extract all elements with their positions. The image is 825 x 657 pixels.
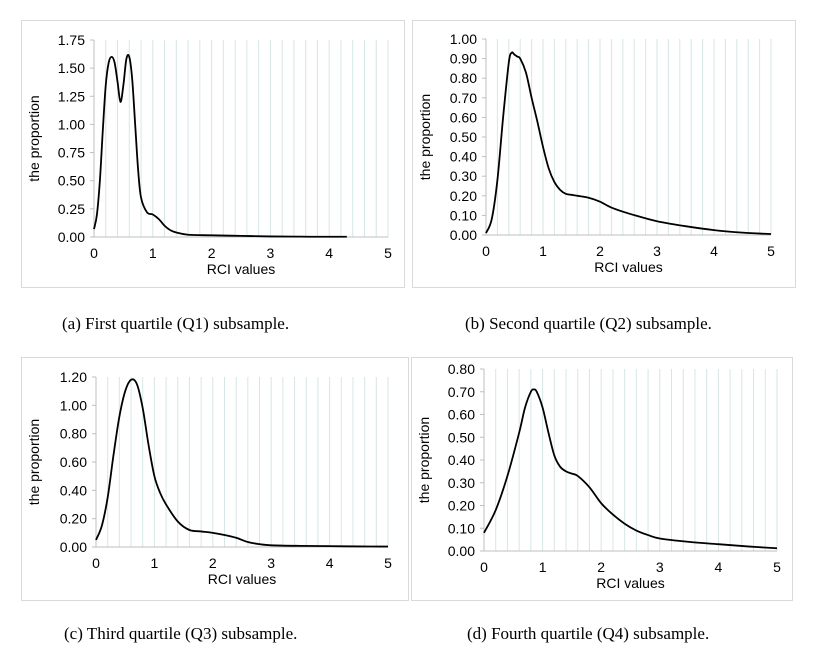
- y-tick-label: 1.75: [58, 32, 85, 48]
- chart-panel-q3: 0.00 0.20 0.40 0.60 0.80 1.00 1.20 0 1 2 3 4 5 RCI va…: [21, 357, 409, 625]
- x-tick-label: 5: [384, 245, 392, 261]
- y-tick-label: 0.75: [58, 145, 85, 161]
- chart-frame: [411, 357, 793, 601]
- series-line: [485, 51, 772, 235]
- y-tick-label: 0.00: [450, 227, 477, 243]
- x-tick-label: 2: [208, 245, 216, 261]
- x-axis-title: RCI values: [207, 261, 275, 277]
- y-tick-label: 0.20: [60, 511, 87, 527]
- x-tick-label: 1: [539, 559, 547, 575]
- x-tick-label: 4: [710, 243, 718, 259]
- y-tick-label: 0.90: [450, 51, 477, 67]
- x-tick-label: 1: [149, 245, 157, 261]
- y-tick-label: 1.50: [58, 60, 85, 76]
- chart-q4: 0.00 0.10 0.20 0.30 0.40 0.50 0.60 0.70 0.80 0 1 2 3…: [416, 361, 781, 591]
- y-tick-label: 0.00: [60, 539, 87, 555]
- y-tick-label: 1.25: [58, 88, 85, 104]
- caption-q3: (c) Third quartile (Q3) subsample.: [64, 624, 298, 643]
- y-axis-title: the proportion: [416, 417, 432, 503]
- x-tick-label: 4: [325, 245, 333, 261]
- gridlines: [496, 39, 772, 235]
- y-tick-label: 0.40: [448, 452, 475, 468]
- y-tick-label: 0.00: [58, 229, 85, 245]
- caption-q2: (b) Second quartile (Q2) subsample.: [465, 314, 712, 333]
- y-tick-label: 1.00: [58, 116, 85, 132]
- x-tick-label: 5: [384, 555, 392, 571]
- chart-frame: [21, 357, 409, 601]
- x-tick-label: 5: [773, 559, 781, 575]
- y-tick-label: 0.30: [450, 168, 477, 184]
- y-tick-label: 0.30: [448, 475, 475, 491]
- y-tick-label: 0.10: [448, 520, 475, 536]
- chart-q2: 0.00 0.10 0.20 0.30 0.40 0.50 0.60 0.70 0.80 0.90…: [417, 31, 775, 275]
- gridlines: [495, 369, 778, 551]
- y-tick-label: 0.20: [450, 188, 477, 204]
- y-tick-label: 1.00: [60, 397, 87, 413]
- gridlines: [105, 40, 389, 237]
- y-tick-label: 0.70: [448, 384, 475, 400]
- y-tick-label: 0.80: [450, 70, 477, 86]
- y-tick-label: 0.10: [450, 207, 477, 223]
- x-tick-label: 2: [596, 243, 604, 259]
- x-tick-label: 3: [656, 559, 664, 575]
- y-tick-label: 0.70: [450, 90, 477, 106]
- y-tick-label: 0.40: [60, 482, 87, 498]
- y-tick-label: 0.60: [60, 454, 87, 470]
- caption-q1: (a) First quartile (Q1) subsample.: [62, 314, 290, 333]
- x-tick-label: 2: [209, 555, 217, 571]
- x-tick-label: 4: [326, 555, 334, 571]
- y-tick-label: 1.20: [60, 369, 87, 385]
- y-tick-label: 0.50: [448, 429, 475, 445]
- x-tick-label: 3: [653, 243, 661, 259]
- chart-q1: 0.00 0.25 0.50 0.75 1.00 1.25 1.50 1.75 0 1 2 3 4 5 RC…: [26, 32, 392, 277]
- x-tick-label: 3: [267, 555, 275, 571]
- x-axis-title: RCI values: [208, 571, 276, 587]
- series-line: [93, 53, 347, 238]
- y-tick-label: 0.60: [448, 407, 475, 423]
- x-tick-label: 1: [539, 243, 547, 259]
- y-tick-label: 0.80: [448, 361, 475, 377]
- y-tick-label: 0.80: [60, 426, 87, 442]
- y-axis-title: the proportion: [26, 95, 42, 181]
- chart-frame: [21, 20, 405, 288]
- y-tick-label: 0.00: [448, 543, 475, 559]
- series-line: [483, 388, 778, 550]
- x-axis-title: RCI values: [596, 575, 664, 591]
- series-line: [95, 378, 389, 548]
- chart-panel-q1: 0.00 0.25 0.50 0.75 1.00 1.25 1.50 1.75 0 1 2 3 4 5 RC…: [21, 20, 405, 288]
- y-tick-label: 0.50: [450, 129, 477, 145]
- y-tick-label: 0.20: [448, 498, 475, 514]
- chart-panel-q4: 0.00 0.10 0.20 0.30 0.40 0.50 0.60 0.70 0.80 0 1 2 3…: [411, 357, 793, 625]
- chart-panel-q2: 0.00 0.10 0.20 0.30 0.40 0.50 0.60 0.70 0.80 0.90…: [412, 20, 796, 288]
- y-tick-label: 0.25: [58, 201, 85, 217]
- y-tick-label: 0.40: [450, 149, 477, 165]
- gridlines: [107, 377, 389, 547]
- caption-q4: (d) Fourth quartile (Q4) subsample.: [467, 624, 710, 643]
- chart-q3: 0.00 0.20 0.40 0.60 0.80 1.00 1.20 0 1 2 3 4 5 RCI va…: [26, 369, 392, 587]
- y-axis-title: the proportion: [26, 419, 42, 505]
- x-tick-label: 3: [267, 245, 275, 261]
- x-tick-label: 0: [92, 555, 100, 571]
- x-tick-label: 0: [480, 559, 488, 575]
- y-axis-title: the proportion: [417, 94, 433, 180]
- y-tick-label: 0.60: [450, 109, 477, 125]
- x-tick-label: 0: [90, 245, 98, 261]
- x-tick-label: 0: [482, 243, 490, 259]
- y-tick-label: 1.00: [450, 31, 477, 47]
- x-tick-label: 5: [767, 243, 775, 259]
- x-tick-label: 2: [597, 559, 605, 575]
- x-tick-label: 4: [715, 559, 723, 575]
- x-tick-label: 1: [151, 555, 159, 571]
- y-tick-label: 0.50: [58, 173, 85, 189]
- x-axis-title: RCI values: [594, 259, 662, 275]
- chart-frame: [412, 20, 796, 288]
